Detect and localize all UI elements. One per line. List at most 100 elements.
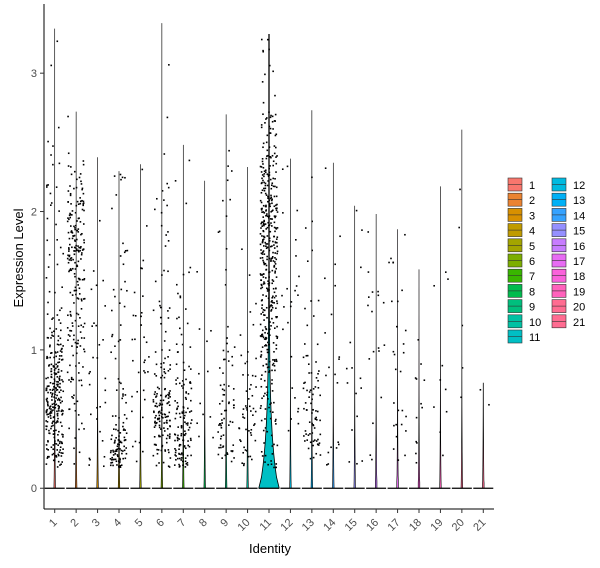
- jitter-point: [314, 386, 317, 388]
- jitter-point: [272, 240, 274, 243]
- jitter-point: [174, 454, 176, 456]
- jitter-point: [261, 160, 264, 163]
- jitter-point: [45, 410, 48, 413]
- jitter-point: [158, 404, 161, 407]
- jitter-point: [67, 334, 70, 336]
- jitter-point: [262, 364, 265, 367]
- jitter-point: [50, 368, 53, 370]
- jitter-point: [173, 464, 176, 466]
- jitter-point: [262, 179, 264, 182]
- jitter-point: [263, 338, 266, 340]
- jitter-point: [167, 397, 170, 399]
- jitter-point: [50, 370, 52, 373]
- jitter-point: [49, 356, 51, 359]
- jitter-point: [123, 439, 126, 442]
- legend-label-6: 6: [529, 256, 535, 268]
- jitter-point: [272, 362, 275, 365]
- jitter-point: [163, 340, 166, 342]
- y-tick-label: 2: [31, 207, 37, 219]
- jitter-point: [404, 454, 406, 457]
- jitter-point: [77, 325, 80, 327]
- jitter-point: [349, 341, 352, 344]
- jitter-point: [306, 354, 309, 357]
- jitter-point: [169, 435, 171, 438]
- jitter-point: [55, 455, 58, 457]
- jitter-point: [175, 283, 178, 286]
- jitter-point: [334, 263, 336, 266]
- jitter-point: [297, 422, 300, 425]
- jitter-point: [414, 377, 417, 379]
- jitter-point: [45, 389, 48, 391]
- jitter-point: [264, 169, 267, 172]
- jitter-point: [46, 217, 49, 220]
- jitter-point: [145, 225, 148, 227]
- jitter-point: [269, 127, 272, 130]
- jitter-point: [351, 367, 353, 369]
- jitter-point: [270, 210, 272, 213]
- jitter-point: [217, 231, 220, 233]
- jitter-point: [69, 313, 72, 316]
- jitter-point: [52, 444, 55, 446]
- jitter-point: [273, 235, 275, 238]
- jitter-point: [273, 443, 275, 446]
- jitter-point: [166, 434, 169, 437]
- jitter-point: [181, 343, 184, 346]
- jitter-point: [262, 240, 264, 242]
- jitter-point: [160, 211, 163, 214]
- jitter-point: [174, 439, 176, 442]
- jitter-point: [73, 463, 76, 465]
- jitter-point: [224, 454, 227, 457]
- jitter-point: [79, 247, 82, 249]
- jitter-point: [220, 424, 222, 427]
- jitter-point: [153, 373, 156, 375]
- jitter-point: [221, 419, 223, 421]
- jitter-point: [226, 179, 229, 182]
- jitter-point: [268, 48, 270, 51]
- jitter-point: [262, 204, 265, 207]
- jitter-point: [77, 414, 80, 416]
- jitter-point: [261, 253, 264, 255]
- jitter-point: [217, 453, 220, 456]
- jitter-point: [189, 346, 192, 348]
- jitter-point: [74, 437, 77, 439]
- jitter-point: [270, 301, 273, 303]
- jitter-point: [153, 426, 156, 428]
- jitter-point: [57, 335, 60, 337]
- violin-9: [225, 114, 228, 489]
- jitter-point: [182, 464, 184, 467]
- jitter-point: [67, 261, 70, 264]
- jitter-point: [372, 350, 375, 353]
- jitter-point: [267, 348, 270, 351]
- jitter-point: [319, 419, 321, 422]
- jitter-point: [56, 383, 58, 386]
- jitter-point: [111, 335, 113, 338]
- jitter-point: [190, 368, 192, 370]
- jitter-point: [144, 359, 146, 362]
- violin-6: [160, 23, 163, 489]
- y-tick-label: 1: [31, 345, 37, 357]
- jitter-point: [154, 351, 157, 353]
- jitter-point: [48, 407, 51, 410]
- jitter-point: [81, 208, 84, 211]
- jitter-point: [53, 380, 56, 382]
- jitter-point: [118, 461, 121, 464]
- jitter-point: [225, 215, 228, 217]
- jitter-point: [53, 459, 56, 462]
- jitter-point: [147, 371, 149, 373]
- jitter-point: [157, 411, 160, 414]
- jitter-point: [270, 187, 273, 190]
- jitter-point: [154, 391, 156, 393]
- jitter-point: [263, 262, 265, 265]
- jitter-point: [273, 302, 276, 304]
- jitter-point: [272, 295, 274, 298]
- jitter-point: [53, 372, 56, 374]
- jitter-point: [270, 460, 272, 462]
- jitter-point: [274, 257, 276, 259]
- jitter-point: [415, 416, 418, 419]
- jitter-point: [264, 171, 267, 174]
- jitter-point: [49, 392, 52, 394]
- jitter-point: [263, 189, 266, 192]
- jitter-point: [58, 442, 61, 445]
- jitter-point: [178, 438, 181, 440]
- jitter-point: [47, 301, 49, 304]
